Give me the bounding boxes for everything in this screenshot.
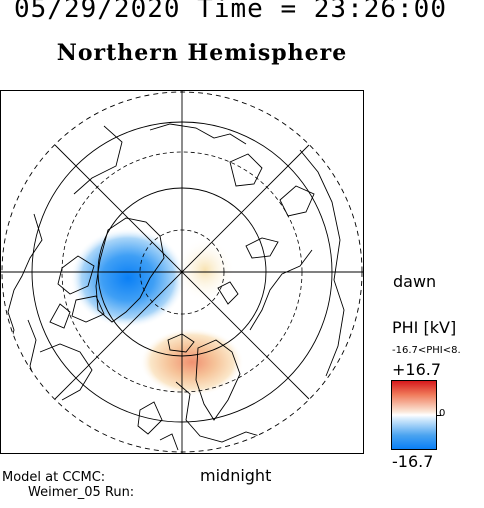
coastlines — [7, 123, 345, 451]
colorbar — [391, 380, 441, 450]
dawn-cell-weak — [175, 238, 235, 302]
dawn-cell-positive — [140, 328, 244, 396]
colorbar-max-label: +16.7 — [392, 360, 442, 379]
meridian-grid — [0, 90, 364, 454]
colorbar-zero-label: 0 — [439, 408, 446, 419]
run-line: Weimer_05 Run: — [28, 485, 135, 500]
dawn-label: dawn — [393, 272, 437, 291]
dusk-cell-negative — [70, 228, 186, 328]
date-time-header: 05/29/2020 Time = 23:26:00 — [14, 0, 447, 24]
midnight-label: midnight — [200, 466, 272, 485]
polar-map — [0, 90, 364, 454]
colorbar-quantity-label: PHI [kV] — [392, 318, 457, 337]
hemisphere-title: Northern Hemisphere — [56, 40, 348, 66]
model-line: Model at CCMC: — [2, 470, 106, 485]
colorbar-zero-tick — [436, 415, 441, 416]
colorbar-min-label: -16.7 — [392, 452, 434, 471]
colorbar-range-text: -16.7<PHI<8. — [392, 345, 461, 356]
